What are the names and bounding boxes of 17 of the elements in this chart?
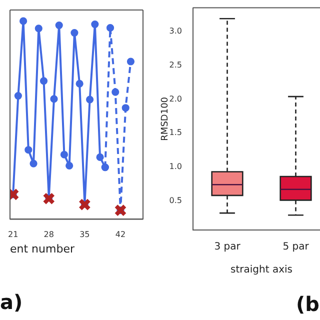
y-tick-label: 1.0 bbox=[169, 162, 182, 172]
text: a) bbox=[0, 290, 23, 314]
x-tick-label: 35 bbox=[80, 230, 90, 240]
x-tick-label: 28 bbox=[44, 230, 54, 240]
x-tick-label: 5 par bbox=[282, 242, 310, 253]
y-tick-label: 2.0 bbox=[169, 94, 182, 104]
x-axis-title: ent number bbox=[10, 242, 75, 256]
y-tick-label: 3.0 bbox=[169, 26, 182, 36]
x-tick-label: 3 par bbox=[214, 242, 242, 253]
y-tick-label: 1.5 bbox=[169, 128, 182, 138]
y-axis-title: RMSD100 bbox=[160, 96, 171, 141]
x-axis-title: straight axis bbox=[230, 264, 292, 276]
y-tick-label: 2.5 bbox=[169, 60, 182, 70]
text: (b bbox=[296, 292, 320, 316]
y-tick-label: 0.5 bbox=[169, 196, 182, 205]
x-tick-label: 42 bbox=[115, 230, 126, 240]
x-tick-label: 21 bbox=[8, 230, 18, 240]
